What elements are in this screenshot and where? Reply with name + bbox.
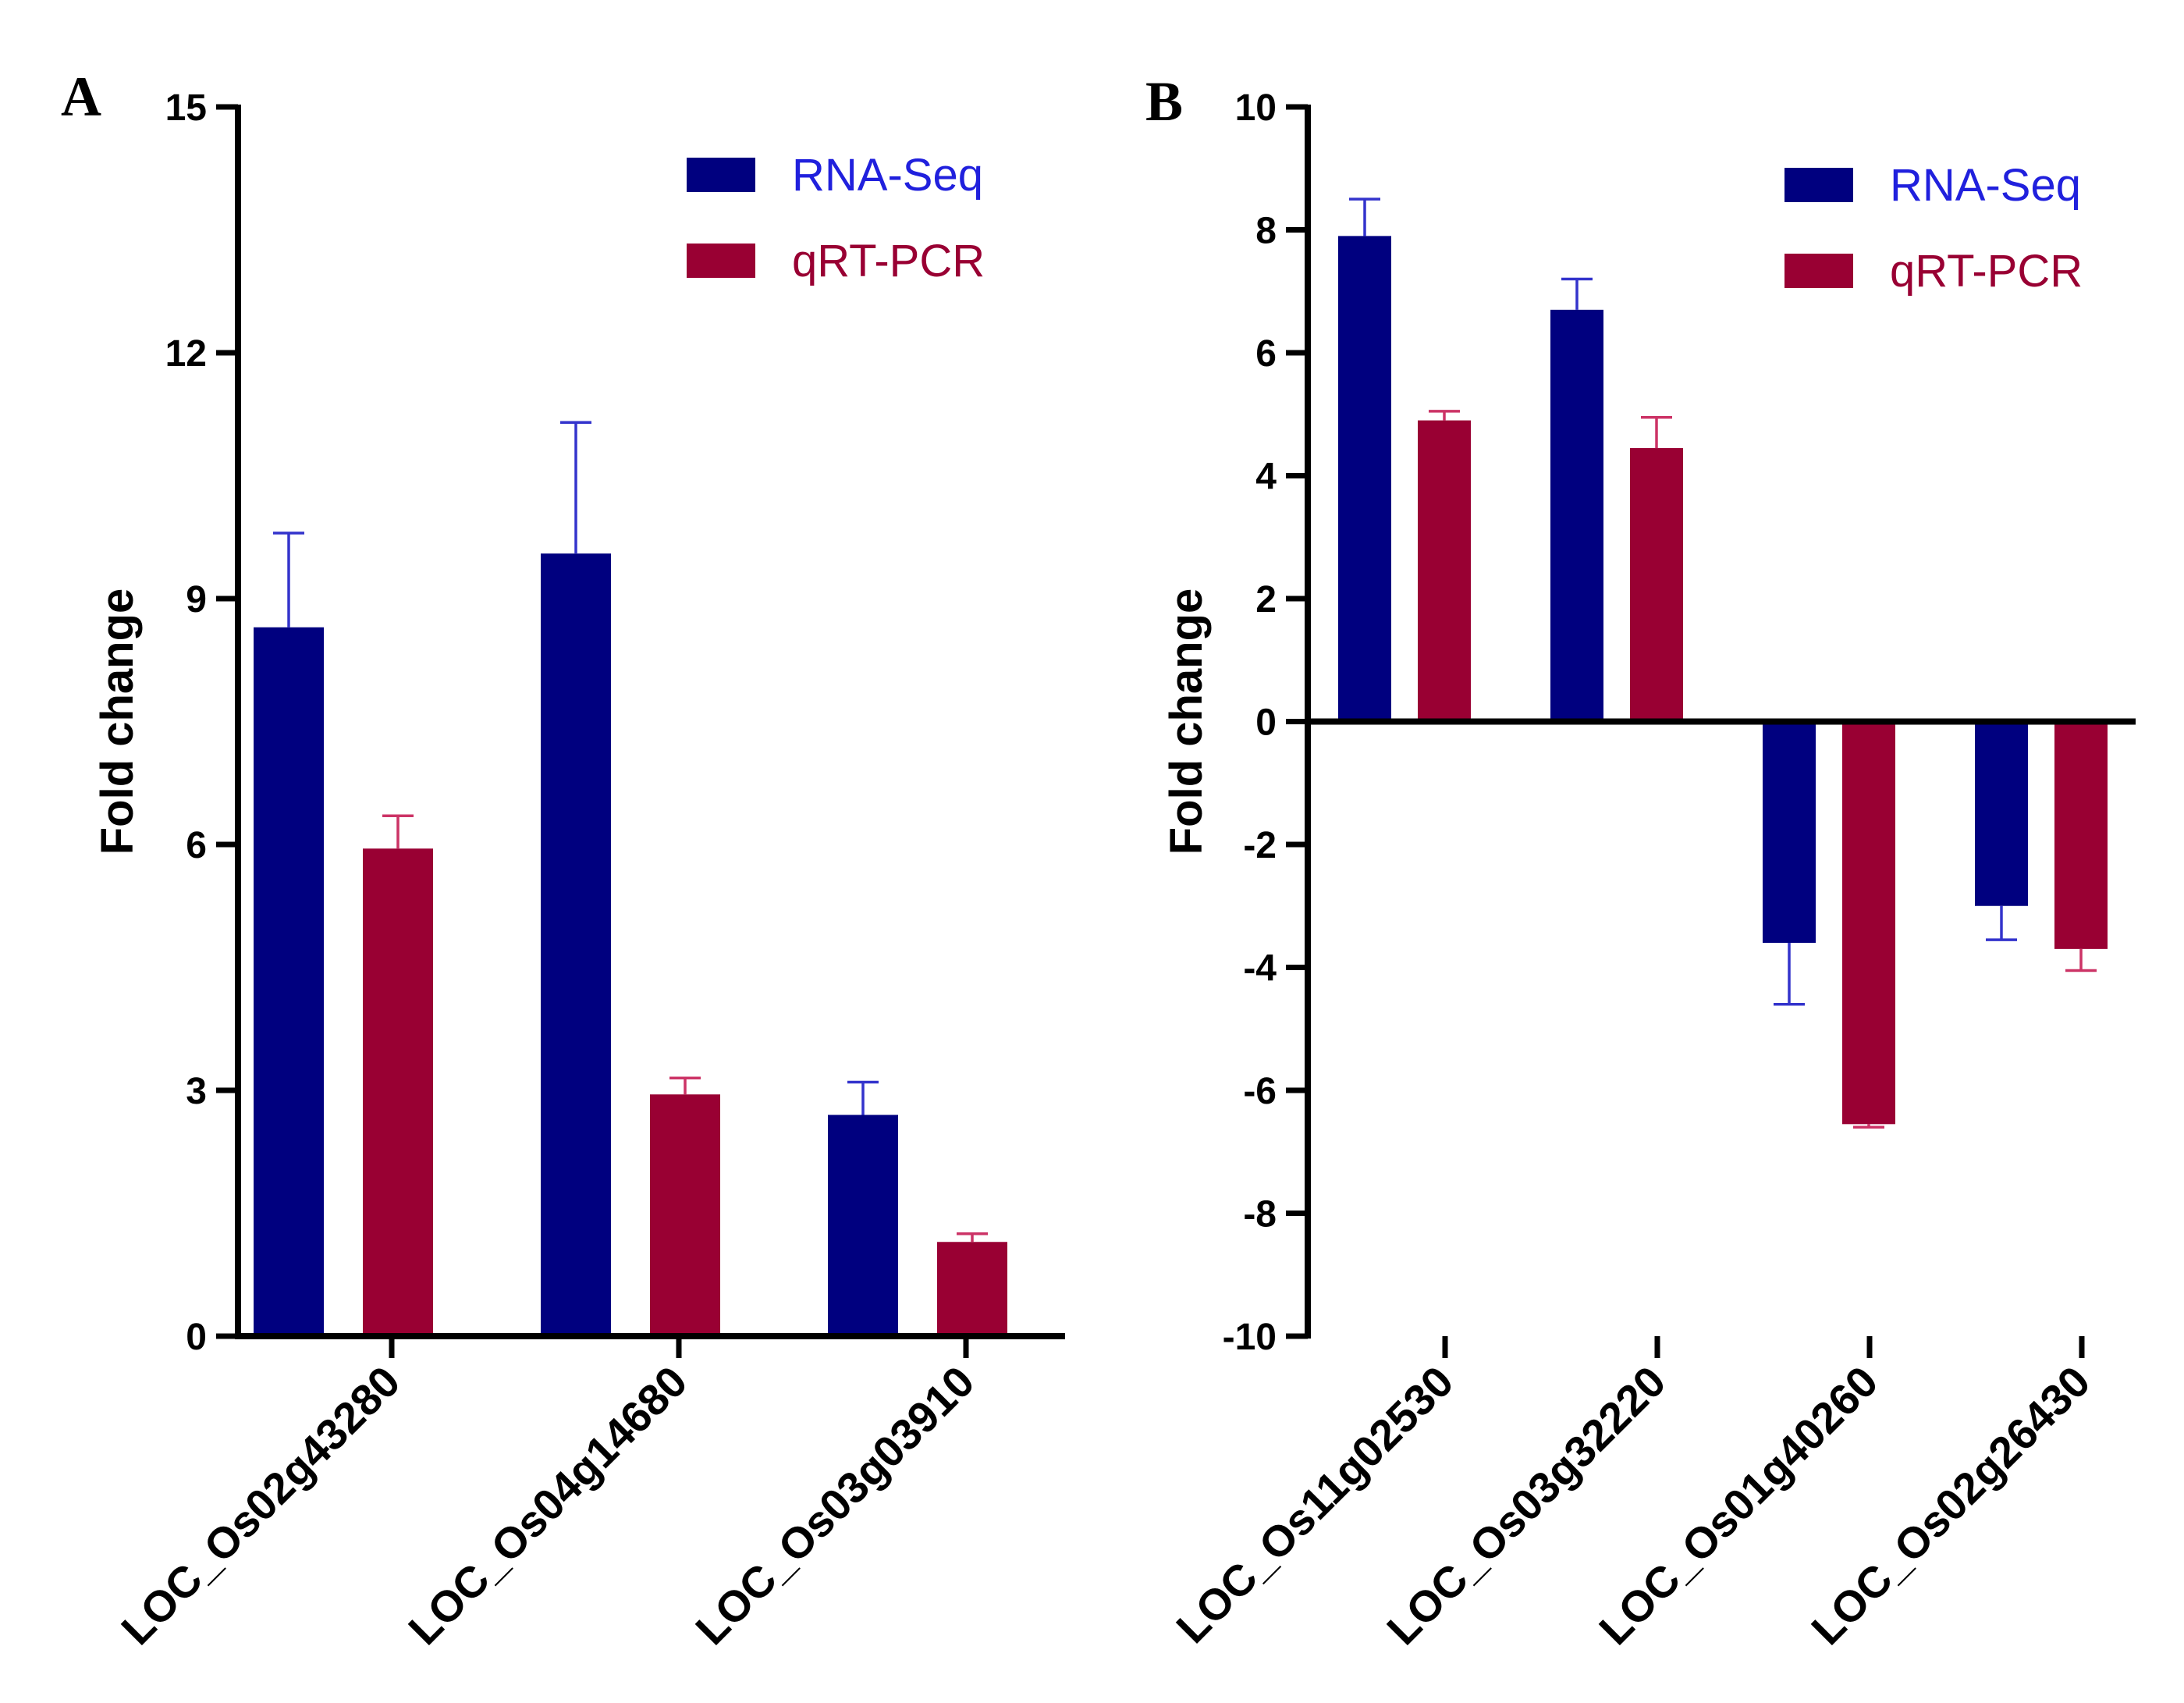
- y-axis-title: Fold change: [92, 588, 143, 855]
- x-tick-label: LOC_Os04g14680: [399, 1356, 696, 1654]
- legend-label: qRT-PCR: [792, 236, 985, 286]
- y-tick-label: -2: [1243, 825, 1277, 866]
- bar-rna-seq: [828, 1115, 898, 1336]
- bar-rna-seq: [1975, 721, 2028, 906]
- legend-swatch: [1784, 254, 1853, 288]
- bar-rna-seq: [1550, 309, 1603, 722]
- y-tick-label: 9: [186, 579, 207, 620]
- panel-label: A: [61, 66, 101, 128]
- y-tick-label: 3: [186, 1071, 207, 1112]
- bar-qrt-pcr: [650, 1094, 720, 1336]
- bar-rna-seq: [254, 627, 324, 1336]
- y-tick-label: 15: [165, 87, 207, 129]
- bar-qrt-pcr: [1630, 448, 1683, 722]
- y-tick-label: 6: [186, 825, 207, 866]
- legend-label: RNA-Seq: [1890, 160, 2081, 211]
- y-tick-label: -10: [1223, 1317, 1277, 1358]
- legend-swatch: [687, 244, 755, 278]
- y-tick-label: 12: [165, 333, 207, 375]
- y-tick-label: -8: [1243, 1194, 1277, 1235]
- legend-swatch: [1784, 168, 1853, 202]
- bar-qrt-pcr: [2054, 721, 2108, 949]
- legend-swatch: [687, 158, 755, 192]
- bar-rna-seq: [1338, 236, 1391, 722]
- y-tick-label: 4: [1255, 457, 1277, 498]
- x-tick-label: LOC_Os02g43280: [112, 1356, 409, 1654]
- bar-qrt-pcr: [363, 848, 433, 1336]
- x-tick-label: LOC_Os03g03910: [686, 1356, 983, 1654]
- panel-label: B: [1145, 70, 1183, 133]
- y-tick-label: 6: [1255, 333, 1277, 375]
- bar-qrt-pcr: [937, 1242, 1007, 1336]
- y-tick-label: -4: [1243, 948, 1277, 990]
- bar-qrt-pcr: [1418, 420, 1471, 722]
- y-tick-label: 8: [1255, 211, 1277, 252]
- y-tick-label: 2: [1255, 579, 1277, 620]
- y-tick-label: 0: [1255, 702, 1277, 744]
- bar-rna-seq: [541, 553, 611, 1336]
- bar-rna-seq: [1763, 721, 1816, 943]
- y-tick-label: 10: [1235, 87, 1277, 129]
- bar-qrt-pcr: [1842, 721, 1895, 1125]
- y-tick-label: 0: [186, 1317, 207, 1358]
- legend-label: RNA-Seq: [792, 150, 983, 201]
- legend-label: qRT-PCR: [1890, 246, 2083, 297]
- y-tick-label: -6: [1243, 1071, 1277, 1112]
- y-axis-title: Fold change: [1161, 588, 1212, 855]
